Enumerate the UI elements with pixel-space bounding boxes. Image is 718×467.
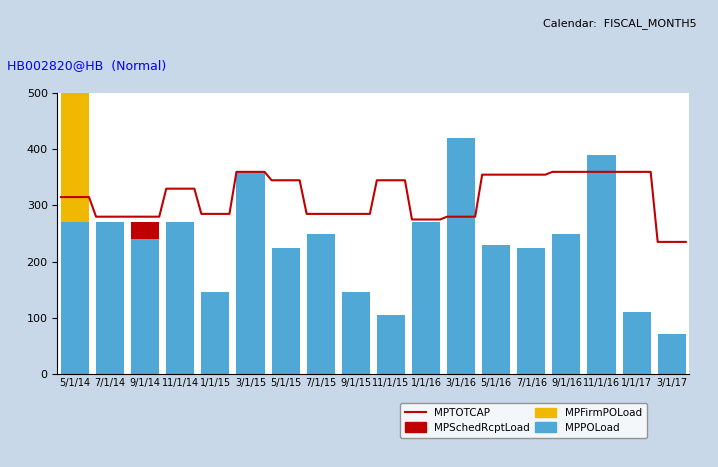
MPTOTCAP: [436, 217, 444, 222]
Bar: [131, 222, 159, 239]
MPTOTCAP: [478, 172, 487, 177]
MPTOTCAP: [120, 214, 129, 219]
Bar: [623, 312, 651, 374]
MPTOTCAP: [548, 169, 556, 175]
Bar: [167, 222, 195, 374]
MPTOTCAP: [443, 214, 452, 219]
MPTOTCAP: [337, 211, 346, 217]
MPTOTCAP: [295, 177, 304, 183]
MPTOTCAP: [85, 194, 93, 200]
MPTOTCAP: [197, 211, 205, 217]
MPTOTCAP: [653, 239, 662, 245]
Bar: [552, 234, 580, 374]
MPTOTCAP: [611, 169, 620, 175]
Bar: [342, 292, 370, 374]
MPTOTCAP: [57, 194, 65, 200]
Bar: [587, 155, 615, 374]
MPTOTCAP: [225, 211, 234, 217]
Bar: [61, 77, 89, 88]
MPTOTCAP: [373, 177, 381, 183]
MPTOTCAP: [267, 177, 276, 183]
MPTOTCAP: [190, 186, 199, 191]
MPTOTCAP: [541, 172, 550, 177]
Bar: [131, 239, 159, 374]
MPTOTCAP: [576, 169, 584, 175]
Bar: [201, 292, 230, 374]
Bar: [236, 172, 264, 374]
MPTOTCAP: [162, 186, 171, 191]
MPTOTCAP: [127, 214, 136, 219]
Text: HB002820@HB  (Normal): HB002820@HB (Normal): [7, 59, 167, 72]
Line: MPTOTCAP: MPTOTCAP: [61, 172, 686, 242]
Bar: [377, 315, 405, 374]
Bar: [96, 222, 124, 374]
MPTOTCAP: [471, 214, 480, 219]
Bar: [517, 248, 546, 374]
MPTOTCAP: [155, 214, 164, 219]
MPTOTCAP: [681, 239, 690, 245]
MPTOTCAP: [365, 211, 374, 217]
MPTOTCAP: [646, 169, 655, 175]
MPTOTCAP: [57, 194, 65, 200]
MPTOTCAP: [330, 211, 339, 217]
MPTOTCAP: [401, 177, 409, 183]
MPTOTCAP: [618, 169, 627, 175]
Bar: [482, 245, 510, 374]
Bar: [447, 138, 475, 374]
Bar: [61, 88, 89, 222]
MPTOTCAP: [302, 211, 311, 217]
Bar: [412, 222, 440, 374]
MPTOTCAP: [408, 217, 416, 222]
MPTOTCAP: [232, 169, 241, 175]
MPTOTCAP: [92, 214, 101, 219]
Bar: [307, 234, 335, 374]
MPTOTCAP: [513, 172, 521, 177]
Bar: [61, 222, 89, 374]
MPTOTCAP: [506, 172, 515, 177]
Legend: MPTOTCAP, MPSchedRcptLoad, MPFirmPOLoad, MPPOLoad: MPTOTCAP, MPSchedRcptLoad, MPFirmPOLoad,…: [400, 403, 647, 438]
MPTOTCAP: [583, 169, 592, 175]
Text: Calendar:  FISCAL_MONTH5: Calendar: FISCAL_MONTH5: [543, 18, 696, 29]
Bar: [658, 334, 686, 374]
Bar: [271, 248, 299, 374]
MPTOTCAP: [260, 169, 269, 175]
